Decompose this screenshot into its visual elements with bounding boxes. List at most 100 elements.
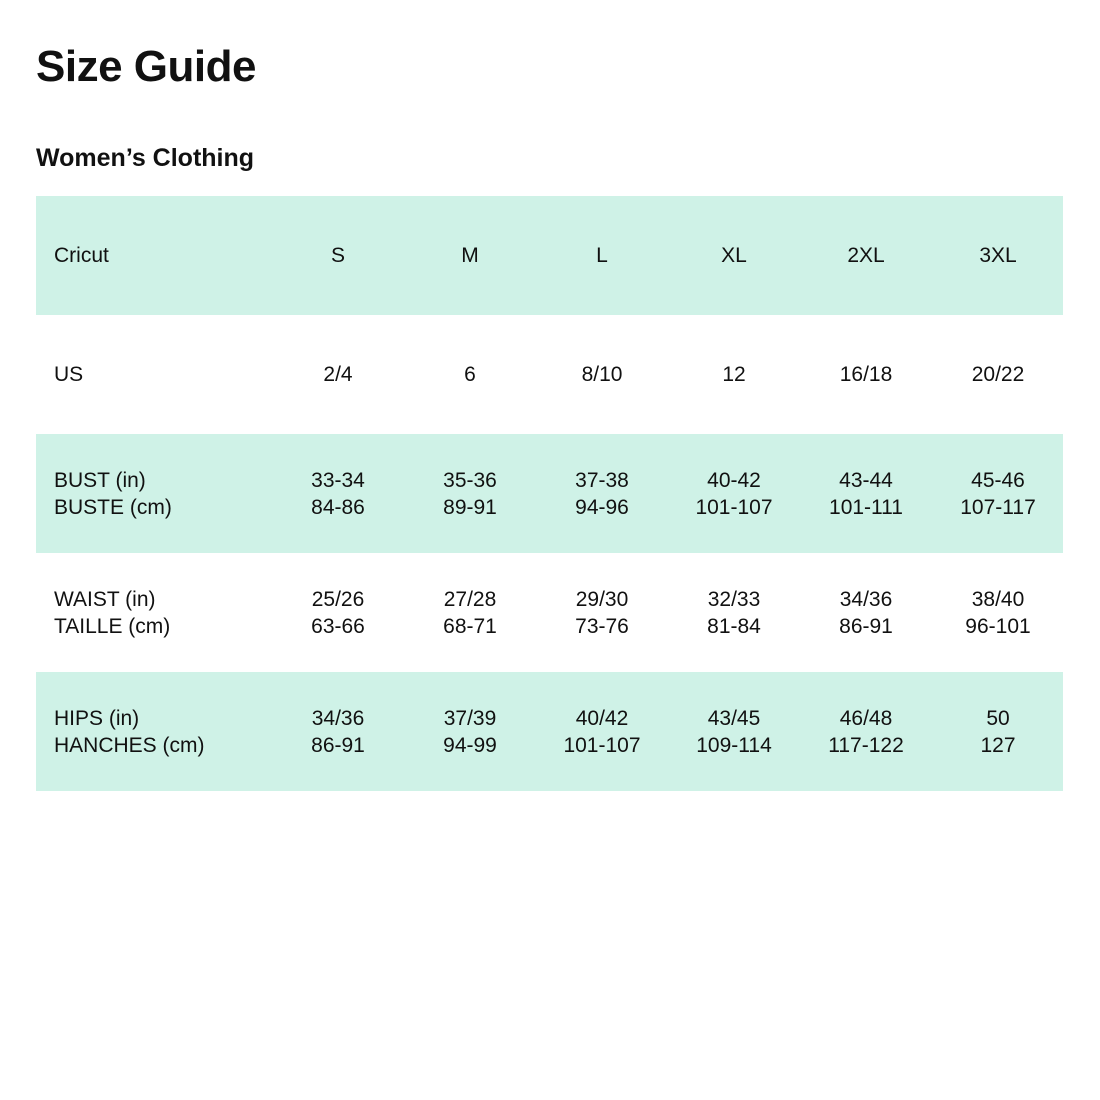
table-cell: 40-42 101-107 [668,434,800,553]
cell-text: 101-107 [695,495,773,519]
cell-text: 89-91 [443,495,497,519]
table-cell: 45-46 107-117 [932,434,1064,553]
table-cell: 46/48 117-122 [800,672,932,791]
table-row: HIPS (in) HANCHES (cm) 34/36 86-91 37/39 94-9… [36,672,1063,791]
row-label: HIPS (in) HANCHES (cm) [54,672,205,791]
table-cell: 34/36 86-91 [272,672,404,791]
cell-text: 96-101 [965,614,1031,638]
table-cell: 40/42 101-107 [536,672,668,791]
cell-text: 2XL [847,244,885,267]
cell-text: 20/22 [971,363,1025,386]
cell-text: 50 [986,706,1010,730]
cell-text: WAIST (in) [54,587,156,611]
cell-text: 34/36 [311,706,365,730]
table-cell: 33-34 84-86 [272,434,404,553]
table-cell: 27/28 68-71 [404,553,536,672]
cell-text: 86-91 [311,733,365,757]
table-cell: 3XL [932,196,1064,315]
cell-text: 107-117 [960,495,1036,519]
row-label: BUST (in) BUSTE (cm) [54,434,172,553]
cell-text: 81-84 [707,614,761,638]
size-table: Cricut S M L XL 2XL 3XL US 2/4 6 8/10 12 16/18 20/22 B… [36,196,1063,791]
table-cell: 37/39 94-99 [404,672,536,791]
row-label: US [54,315,83,434]
table-row: WAIST (in) TAILLE (cm) 25/26 63-66 27/28 68-7… [36,553,1063,672]
cell-text: 37-38 [575,468,629,492]
table-cell: 35-36 89-91 [404,434,536,553]
table-cell: 37-38 94-96 [536,434,668,553]
table-cell: 34/36 86-91 [800,553,932,672]
cell-text: 46/48 [839,706,893,730]
section-title: Women’s Clothing [36,144,255,172]
cell-text: HANCHES (cm) [54,733,205,757]
table-cell: L [536,196,668,315]
cell-text: 63-66 [311,614,365,638]
page-title: Size Guide [36,42,256,91]
cell-text: BUSTE (cm) [54,495,172,519]
table-cell: 38/40 96-101 [932,553,1064,672]
cell-text: 38/40 [971,587,1025,611]
table-cell: 50 127 [932,672,1064,791]
cell-text: HIPS (in) [54,706,140,730]
cell-text: 8/10 [581,363,623,386]
table-cell: 16/18 [800,315,932,434]
cell-text: 73-76 [575,614,629,638]
cell-text: 94-99 [443,733,497,757]
table-cell: 2XL [800,196,932,315]
cell-text: 33-34 [311,468,365,492]
table-cell: 12 [668,315,800,434]
cell-text: S [330,244,345,267]
cell-text: 16/18 [839,363,893,386]
cell-text: Cricut [54,244,109,267]
table-cell: 32/33 81-84 [668,553,800,672]
table-cell: 29/30 73-76 [536,553,668,672]
table-cell: M [404,196,536,315]
row-label: Cricut [54,196,109,315]
table-cell: 6 [404,315,536,434]
cell-text: 34/36 [839,587,893,611]
table-row: BUST (in) BUSTE (cm) 33-34 84-86 35-36 89-91 3… [36,434,1063,553]
cell-text: 86-91 [839,614,893,638]
cell-text: 94-96 [575,495,629,519]
cell-text: 12 [722,363,746,386]
cell-text: 117-122 [828,733,904,757]
cell-text: 29/30 [575,587,629,611]
cell-text: 84-86 [311,495,365,519]
cell-text: 68-71 [443,614,497,638]
table-cell: 2/4 [272,315,404,434]
table-cell: 20/22 [932,315,1064,434]
cell-text: L [596,244,608,267]
table-cell: 8/10 [536,315,668,434]
cell-text: 32/33 [707,587,761,611]
cell-text: 40-42 [707,468,761,492]
cell-text: M [461,244,479,267]
cell-text: 45-46 [971,468,1025,492]
table-cell: 25/26 63-66 [272,553,404,672]
cell-text: 109-114 [696,733,772,757]
cell-text: 101-107 [563,733,641,757]
cell-text: XL [721,244,747,267]
cell-text: 40/42 [575,706,629,730]
cell-text: 35-36 [443,468,497,492]
cell-text: 37/39 [443,706,497,730]
table-cell: 43-44 101-111 [800,434,932,553]
cell-text: 43-44 [839,468,893,492]
table-cell: XL [668,196,800,315]
cell-text: 3XL [979,244,1017,267]
cell-text: 6 [464,363,476,386]
cell-text: 43/45 [707,706,761,730]
row-label: WAIST (in) TAILLE (cm) [54,553,170,672]
cell-text: 127 [980,733,1016,757]
cell-text: US [54,363,84,386]
cell-text: 27/28 [443,587,497,611]
cell-text: 2/4 [323,363,353,386]
table-row: US 2/4 6 8/10 12 16/18 20/22 [36,315,1063,434]
table-cell: S [272,196,404,315]
cell-text: 101-111 [829,495,903,519]
header-row: Cricut S M L XL 2XL 3XL [36,196,1063,315]
cell-text: TAILLE (cm) [54,614,171,638]
cell-text: BUST (in) [54,468,146,492]
cell-text: 25/26 [311,587,365,611]
table-cell: 43/45 109-114 [668,672,800,791]
